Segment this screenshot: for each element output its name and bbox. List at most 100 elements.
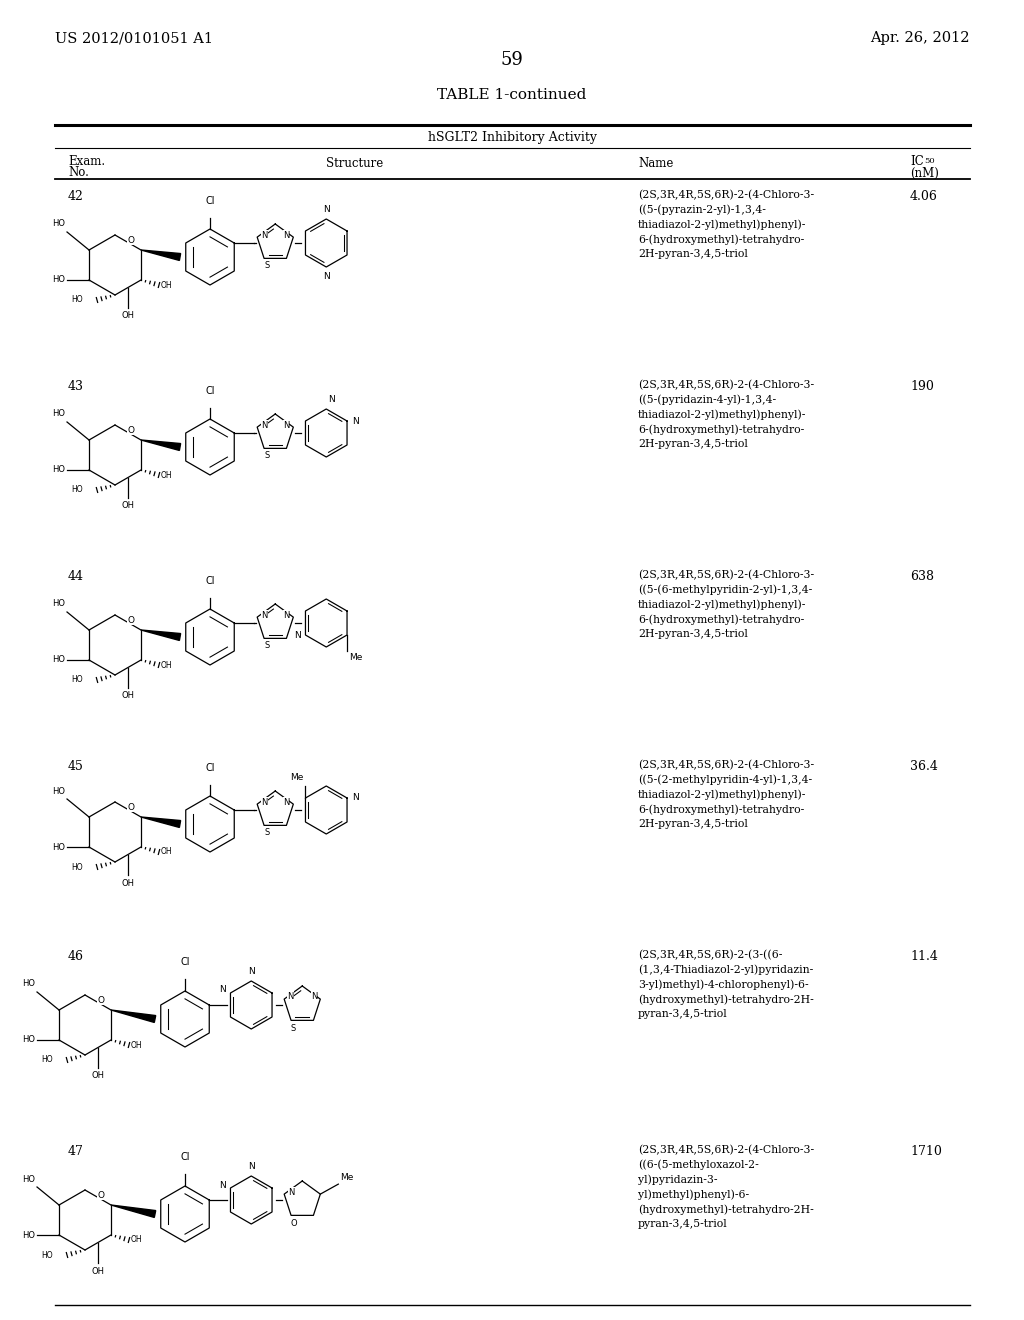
Text: O: O (128, 426, 134, 436)
Polygon shape (141, 440, 180, 450)
Text: N: N (352, 793, 358, 803)
Text: (2S,3R,4R,5S,6R)-2-(4-Chloro-3-
((5-(6-methylpyridin-2-yl)-1,3,4-
thiadiazol-2-y: (2S,3R,4R,5S,6R)-2-(4-Chloro-3- ((5-(6-m… (638, 570, 814, 639)
Text: N: N (294, 631, 300, 639)
Text: 638: 638 (910, 570, 934, 583)
Text: 4.06: 4.06 (910, 190, 938, 203)
Text: No.: No. (68, 166, 89, 180)
Text: IC: IC (910, 154, 924, 168)
Text: HO: HO (52, 409, 65, 418)
Text: HO: HO (52, 599, 65, 609)
Text: OH: OH (161, 281, 173, 289)
Text: HO: HO (72, 486, 83, 495)
Text: US 2012/0101051 A1: US 2012/0101051 A1 (55, 30, 213, 45)
Polygon shape (141, 630, 180, 640)
Text: HO: HO (72, 676, 83, 685)
Text: N: N (323, 272, 330, 281)
Text: 190: 190 (910, 380, 934, 393)
Text: S: S (264, 642, 269, 651)
Text: OH: OH (91, 1266, 104, 1275)
Text: HO: HO (23, 1230, 35, 1239)
Text: TABLE 1-continued: TABLE 1-continued (437, 88, 587, 102)
Text: OH: OH (131, 1236, 142, 1245)
Text: N: N (287, 991, 294, 1001)
Text: Cl: Cl (180, 1152, 189, 1162)
Text: S: S (264, 451, 269, 461)
Text: N: N (283, 231, 290, 240)
Text: Cl: Cl (205, 763, 215, 774)
Text: HO: HO (52, 842, 65, 851)
Text: N: N (311, 991, 317, 1001)
Text: N: N (248, 1162, 255, 1171)
Text: 59: 59 (501, 51, 523, 69)
Text: HO: HO (72, 296, 83, 305)
Text: 46: 46 (68, 950, 84, 964)
Text: HO: HO (41, 1250, 53, 1259)
Text: HO: HO (52, 466, 65, 474)
Text: (2S,3R,4R,5S,6R)-2-(4-Chloro-3-
((5-(pyridazin-4-yl)-1,3,4-
thiadiazol-2-yl)meth: (2S,3R,4R,5S,6R)-2-(4-Chloro-3- ((5-(pyr… (638, 380, 814, 449)
Text: O: O (128, 803, 134, 812)
Text: OH: OH (122, 692, 134, 701)
Text: OH: OH (131, 1040, 142, 1049)
Text: HO: HO (23, 979, 35, 989)
Text: OH: OH (91, 1072, 104, 1081)
Text: Name: Name (638, 157, 674, 170)
Text: Cl: Cl (205, 385, 215, 396)
Text: N: N (288, 1188, 295, 1197)
Text: 11.4: 11.4 (910, 950, 938, 964)
Text: 50: 50 (924, 157, 935, 165)
Text: 1710: 1710 (910, 1144, 942, 1158)
Text: HO: HO (23, 1035, 35, 1044)
Text: O: O (97, 1191, 104, 1200)
Text: OH: OH (161, 470, 173, 479)
Text: Me: Me (349, 653, 362, 663)
Text: O: O (291, 1220, 297, 1229)
Text: OH: OH (122, 879, 134, 887)
Text: Me: Me (290, 774, 303, 781)
Text: N: N (329, 395, 335, 404)
Text: S: S (291, 1024, 296, 1034)
Text: S: S (264, 829, 269, 837)
Text: Structure: Structure (327, 157, 384, 170)
Text: N: N (261, 231, 267, 240)
Text: (nM): (nM) (910, 168, 939, 180)
Text: 47: 47 (68, 1144, 84, 1158)
Text: N: N (261, 797, 267, 807)
Text: OH: OH (161, 660, 173, 669)
Text: HO: HO (52, 787, 65, 796)
Text: Exam.: Exam. (68, 154, 105, 168)
Text: N: N (248, 968, 255, 975)
Text: (2S,3R,4R,5S,6R)-2-(4-Chloro-3-
((6-(5-methyloxazol-2-
yl)pyridazin-3-
yl)methyl: (2S,3R,4R,5S,6R)-2-(4-Chloro-3- ((6-(5-m… (638, 1144, 814, 1229)
Text: OH: OH (122, 312, 134, 321)
Text: 43: 43 (68, 380, 84, 393)
Text: 42: 42 (68, 190, 84, 203)
Text: N: N (323, 205, 330, 214)
Text: Cl: Cl (180, 957, 189, 968)
Text: S: S (264, 261, 269, 271)
Text: N: N (283, 797, 290, 807)
Text: HO: HO (41, 1056, 53, 1064)
Text: Me: Me (340, 1173, 353, 1183)
Text: O: O (128, 236, 134, 246)
Text: 45: 45 (68, 760, 84, 774)
Text: Cl: Cl (205, 576, 215, 586)
Text: HO: HO (52, 219, 65, 228)
Text: N: N (283, 611, 290, 619)
Text: hSGLT2 Inhibitory Activity: hSGLT2 Inhibitory Activity (427, 131, 597, 144)
Polygon shape (141, 817, 180, 828)
Polygon shape (111, 1010, 156, 1023)
Text: OH: OH (122, 502, 134, 511)
Text: HO: HO (72, 862, 83, 871)
Text: N: N (283, 421, 290, 429)
Text: N: N (219, 986, 225, 994)
Text: HO: HO (52, 656, 65, 664)
Text: HO: HO (52, 276, 65, 285)
Text: OH: OH (161, 847, 173, 857)
Text: Cl: Cl (205, 195, 215, 206)
Text: (2S,3R,4R,5S,6R)-2-(3-((6-
(1,3,4-Thiadiazol-2-yl)pyridazin-
3-yl)methyl)-4-chlo: (2S,3R,4R,5S,6R)-2-(3-((6- (1,3,4-Thiadi… (638, 950, 814, 1019)
Text: N: N (261, 611, 267, 619)
Text: Apr. 26, 2012: Apr. 26, 2012 (870, 30, 970, 45)
Text: 36.4: 36.4 (910, 760, 938, 774)
Polygon shape (111, 1205, 156, 1217)
Text: N: N (219, 1180, 225, 1189)
Text: N: N (261, 421, 267, 429)
